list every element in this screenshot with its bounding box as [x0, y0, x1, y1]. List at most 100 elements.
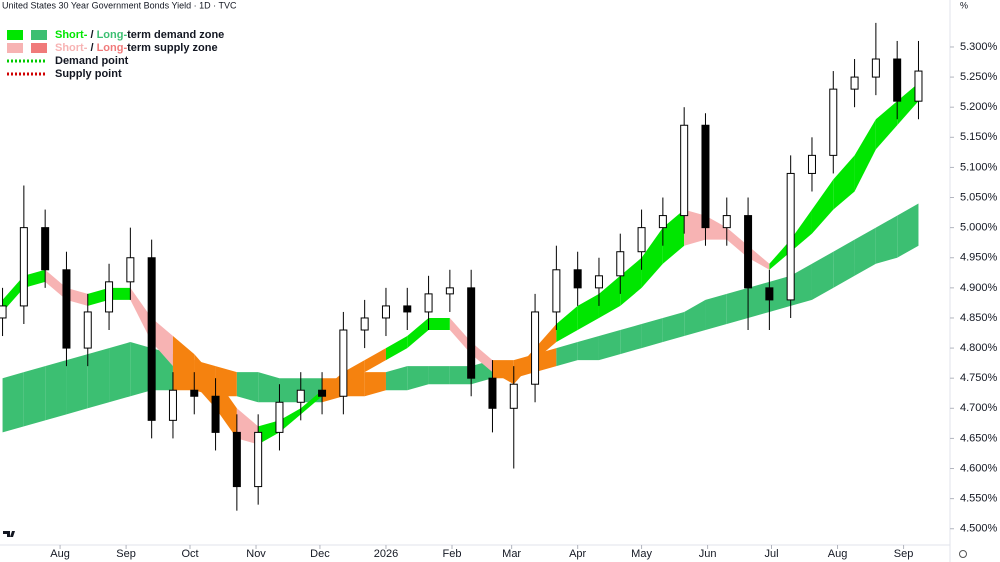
long-term-zone [875, 215, 898, 264]
long-term-zone [854, 227, 876, 276]
short-term-zone [833, 155, 855, 210]
short-term-zone [364, 348, 386, 373]
candle-body [467, 287, 476, 379]
candle-body [318, 389, 327, 397]
long-term-zone [449, 366, 472, 385]
short-term-zone [87, 287, 110, 306]
candle-body [850, 76, 859, 90]
short-term-zone [705, 215, 727, 240]
x-tick-label: Feb [443, 548, 462, 560]
long-term-zone [705, 293, 727, 331]
legend-label: Supply point [55, 68, 122, 80]
short-term-zone [535, 323, 557, 361]
short-term-zone [279, 408, 301, 433]
y-tick-label: 5.200% [960, 101, 998, 113]
long-term-zone [258, 372, 280, 403]
long-term-zone [407, 366, 429, 391]
legend-part: / [87, 29, 96, 41]
y-tick-label: 4.650% [960, 432, 998, 444]
x-tick-label: Sep [116, 548, 136, 560]
legend-part: Short- [55, 29, 88, 41]
long-term-zone [385, 366, 408, 391]
short-term-zone [492, 360, 514, 385]
long-term-zone [428, 366, 450, 385]
candle-body [552, 269, 561, 313]
candle-body [829, 88, 838, 156]
y-tick-label: 5.150% [960, 131, 998, 143]
candle-body [765, 287, 774, 301]
y-tick-label: 4.850% [960, 312, 998, 324]
candle-body [211, 395, 220, 433]
short-term-zone [343, 360, 365, 385]
candle-body [701, 124, 710, 229]
short-term-zone [428, 317, 450, 331]
legend-part: Demand point [55, 55, 129, 67]
x-tick-label: Sep [894, 548, 914, 560]
legend-part: term supply zone [127, 42, 217, 54]
long-term-zone [577, 336, 599, 361]
legend-swatch [31, 43, 47, 53]
y-tick-label: 4.550% [960, 493, 998, 505]
short-term-zone [23, 269, 46, 288]
candle-body [232, 431, 241, 488]
short-term-zone [769, 239, 791, 270]
short-term-zone [258, 420, 280, 445]
long-term-zone [130, 342, 152, 397]
candle-body [83, 311, 92, 349]
candle-body [893, 58, 902, 102]
short-term-zone [620, 257, 642, 306]
x-tick-label: Aug [828, 548, 848, 560]
candle-body [126, 257, 135, 283]
legend-part: Short- [55, 42, 88, 54]
y-tick-label: 5.100% [960, 161, 998, 173]
x-tick-label: Aug [50, 548, 70, 560]
short-term-zone [513, 348, 536, 385]
short-term-zone [109, 287, 131, 300]
short-term-zone [194, 354, 216, 409]
x-tick-label: May [631, 548, 652, 560]
short-term-zone [897, 83, 919, 126]
legend-label: Demand point [55, 55, 129, 67]
y-tick-label: 5.050% [960, 191, 998, 203]
candle-body [531, 311, 540, 385]
candle-body [807, 154, 816, 174]
candle-body [62, 269, 71, 349]
long-term-zone [45, 360, 67, 421]
short-term-zone [66, 287, 88, 306]
short-term-zone [322, 372, 344, 397]
candle-body [573, 269, 582, 289]
candle-body [41, 227, 50, 271]
chart-title: United States 30 Year Government Bonds Y… [2, 0, 237, 10]
long-term-zone [66, 354, 88, 415]
candle-body [509, 383, 518, 409]
short-term-zone [407, 317, 429, 349]
y-tick-label: 4.900% [960, 282, 998, 294]
candle-body [488, 377, 497, 409]
long-term-zone [662, 311, 685, 343]
settings-icon[interactable] [959, 550, 967, 558]
y-tick-label: 4.700% [960, 402, 998, 414]
candle-body [594, 275, 603, 289]
candle-body [637, 227, 646, 253]
candle-body [105, 281, 114, 313]
long-term-zone [811, 251, 834, 300]
x-tick-label: Mar [502, 548, 521, 560]
candle-body [658, 215, 667, 229]
candle-body [339, 329, 348, 397]
short-term-zone [556, 305, 578, 343]
candle-body [168, 389, 177, 421]
long-term-zone [598, 330, 621, 361]
y-tick-label: 5.250% [960, 71, 998, 83]
candle-body [0, 305, 7, 319]
short-term-zone [130, 287, 152, 343]
long-term-zone [23, 366, 46, 427]
candle-body [147, 257, 156, 421]
short-term-zone [811, 179, 834, 234]
y-unit: % [960, 0, 968, 10]
candle-body [381, 305, 390, 319]
short-term-zone [172, 336, 195, 385]
candle-body [680, 124, 689, 217]
legend-swatch [31, 30, 47, 40]
candle-body [445, 287, 454, 295]
